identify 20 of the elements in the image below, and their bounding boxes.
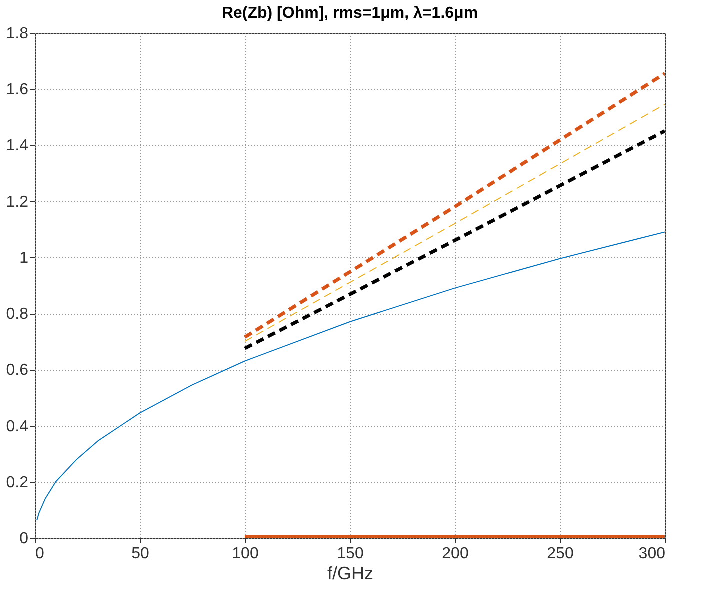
x-tick-label: 200 — [442, 546, 469, 562]
line-series — [36, 232, 665, 521]
y-tick-label: 1.2 — [6, 194, 29, 211]
y-tick-label: 0.2 — [6, 474, 29, 492]
y-tick-label: 1.6 — [6, 82, 29, 99]
y-tick-label: 0.4 — [6, 418, 29, 436]
y-tick-label: 1.8 — [6, 26, 29, 42]
x-tick-label: 150 — [337, 546, 364, 562]
x-tick-label: 0 — [36, 546, 44, 562]
x-tick-label: 50 — [132, 546, 150, 562]
x-tick-label: 100 — [232, 546, 259, 562]
y-tick-label: 1 — [20, 250, 29, 267]
x-axis-title: f/GHz — [327, 564, 374, 584]
y-tick-label: 1.4 — [6, 138, 29, 155]
chart-title: Re(Zb) [Ohm], rms=1μm, λ=1.6μm — [222, 5, 478, 22]
x-tick-label: 300 — [638, 546, 666, 562]
y-tick-label: 0.8 — [6, 306, 29, 324]
y-tick-label: 0 — [20, 530, 29, 548]
y-tick-label: 0.6 — [6, 362, 29, 380]
x-tick-label: 250 — [547, 546, 574, 562]
